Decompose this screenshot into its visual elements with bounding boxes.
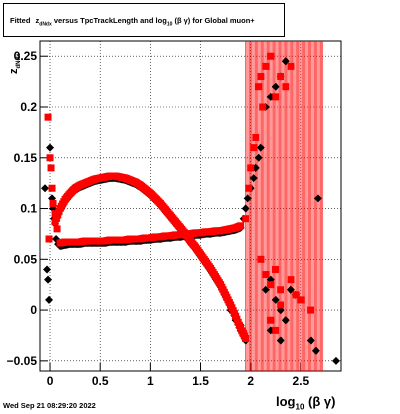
red-marker (242, 335, 250, 343)
black-marker (313, 194, 322, 203)
red-marker (46, 154, 54, 162)
x-tick-label: 0 (47, 374, 54, 388)
red-marker (272, 326, 280, 334)
red-marker (307, 306, 315, 314)
x-tick-label: 0.5 (92, 374, 109, 388)
plot-frame (39, 40, 342, 372)
black-marker (256, 143, 265, 152)
black-marker (241, 204, 250, 213)
black-marker (281, 316, 290, 325)
red-marker (51, 210, 59, 218)
red-marker (272, 93, 280, 101)
black-marker (306, 336, 315, 345)
date-stamp: Wed Sep 21 08:29:20 2022 (3, 401, 96, 410)
red-marker (242, 215, 250, 223)
black-marker (46, 143, 55, 152)
red-marker (44, 113, 52, 121)
title-middle: versus TpcTrackLength and log (53, 16, 167, 25)
red-marker (287, 62, 295, 70)
black-marker (276, 336, 285, 345)
y-tick-label: 0.15 (14, 151, 38, 165)
red-marker (252, 133, 260, 141)
x-tick-label: 1 (147, 374, 154, 388)
red-marker (53, 225, 61, 233)
red-marker (267, 316, 275, 324)
x-axis-label-main: log (276, 394, 296, 409)
red-marker (262, 271, 270, 279)
black-marker (271, 82, 280, 91)
x-tick-label: 2 (247, 374, 254, 388)
red-marker (277, 301, 285, 309)
red-marker (287, 276, 295, 284)
title-lead: Fitted (10, 16, 31, 25)
red-marker (282, 83, 290, 91)
x-tick-label: 1.5 (192, 374, 209, 388)
y-tick-label: −0.05 (7, 354, 38, 368)
plot-title: Fitted zdNdx versus TpcTrackLength and l… (10, 16, 255, 28)
black-marker (249, 174, 258, 183)
x-axis-label: log10 (β γ) (276, 394, 335, 412)
black-marker (331, 356, 340, 365)
black-marker (254, 153, 263, 162)
title-log-sub: 10 (166, 21, 173, 28)
red-marker (297, 296, 305, 304)
y-tick-label: 0.05 (14, 252, 38, 266)
red-marker (247, 164, 255, 172)
black-marker (243, 194, 252, 203)
red-marker (277, 73, 285, 81)
red-marker (48, 184, 56, 192)
red-marker (272, 265, 280, 273)
red-marker (257, 255, 265, 263)
title-z-sub: dNdx (39, 21, 52, 28)
x-tick-label: 2.5 (293, 374, 310, 388)
black-marker (44, 275, 53, 284)
red-marker (245, 184, 253, 192)
y-tick-label: 0 (30, 303, 37, 317)
x-axis-label-sub: 10 (295, 402, 305, 412)
title-z: z (35, 16, 40, 25)
black-marker (41, 184, 50, 193)
red-marker (49, 199, 57, 207)
red-marker (255, 83, 263, 91)
black-marker (311, 346, 320, 355)
red-marker (250, 144, 258, 152)
y-tick-label: 0.2 (20, 100, 37, 114)
y-tick-label: 0.25 (14, 49, 38, 63)
red-marker (257, 73, 265, 81)
red-marker (259, 103, 267, 111)
red-marker (277, 286, 285, 294)
title-box: Fitted zdNdx versus TpcTrackLength and l… (3, 3, 285, 37)
red-marker (292, 291, 300, 299)
y-tick-label: 0.1 (20, 202, 37, 216)
title-tail: (β γ) for Global muon+ (174, 16, 255, 25)
red-marker (237, 222, 245, 230)
black-marker (45, 295, 54, 304)
red-marker (267, 52, 275, 60)
red-marker (45, 235, 53, 243)
red-marker (262, 62, 270, 70)
black-marker (43, 265, 52, 274)
red-marker (267, 281, 275, 289)
red-marker (47, 164, 55, 172)
x-axis-label-tail: (β γ) (308, 394, 336, 409)
